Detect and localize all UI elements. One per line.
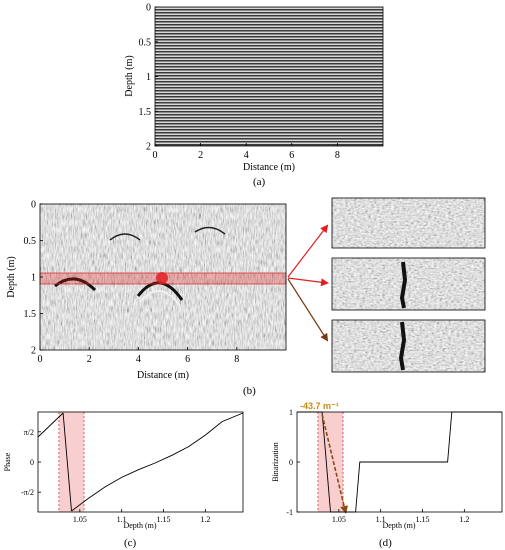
- panel-c-ylabel: Phase: [3, 452, 12, 471]
- panel-d-xticks: 1.05 1.1 1.15 1.2: [332, 509, 469, 524]
- panel-d: 1.05 1.1 1.15 1.2 10-1 -43.7 m⁻¹ Depth (m) …: [271, 401, 503, 549]
- d-xtick-label: 1.1: [376, 515, 386, 524]
- c-xtick-label: 1.2: [200, 515, 210, 524]
- a-ytick-label: 0: [146, 3, 151, 14]
- b-xtick-label: 0: [38, 354, 43, 365]
- b-ytick-label: 0: [31, 200, 36, 211]
- panel-c-yticks: π/2 0 -π/2: [21, 428, 41, 497]
- b-xtick-label: 2: [87, 354, 92, 365]
- panel-a-radargram: [155, 7, 383, 146]
- a-ytick-label: 1: [146, 72, 151, 83]
- panel-b-xlabel: Distance (m): [137, 370, 189, 381]
- d-ytick-label: -1: [286, 508, 293, 517]
- inset-image-2-feature: [399, 261, 408, 309]
- c-xtick-label: 1.15: [157, 515, 171, 524]
- c-series-line: [62, 412, 72, 512]
- inset-image-1-frame: [331, 197, 486, 249]
- d-xtick-label: 1.15: [416, 515, 430, 524]
- inset-image-3-feature: [398, 321, 407, 371]
- panel-d-ylabel: Binarization: [271, 442, 280, 482]
- panel-c-caption: (c): [124, 537, 137, 549]
- a-xtick-label: 2: [198, 150, 203, 161]
- b-ytick-label: 2: [31, 346, 36, 357]
- panel-c-highlight: [58, 412, 85, 512]
- panel-a-ylabel: Depth (m): [124, 55, 135, 96]
- a-xtick-label: 4: [244, 150, 249, 161]
- panel-d-annotation: -43.7 m⁻¹: [300, 401, 339, 411]
- panel-b-xticks: 0 2 4 6 8: [38, 347, 239, 365]
- a-ytick-label: 0.5: [139, 37, 152, 48]
- panel-d-highlight: [317, 412, 344, 512]
- d-ytick-label: 1: [289, 408, 293, 417]
- c-ytick-label: -π/2: [21, 488, 34, 497]
- panel-a-yticks: 0 0.5 1 1.5 2: [139, 3, 158, 153]
- c-xtick-label: 1.05: [73, 515, 87, 524]
- b-ytick-label: 1.5: [24, 309, 37, 320]
- c-xtick-label: 1.1: [117, 515, 127, 524]
- inset-image-2: [332, 258, 485, 310]
- inset-image-3: [332, 320, 485, 372]
- arrow-to-inset-2: [287, 277, 329, 287]
- panel-c-series: [37, 412, 244, 512]
- inset-image-1: [332, 198, 485, 248]
- panel-b-caption: (b): [243, 385, 256, 397]
- b-ytick-label: 0.5: [24, 236, 37, 247]
- panel-d-yticks: 1 0 -1: [286, 408, 300, 517]
- c-ytick-label: 0: [30, 458, 34, 467]
- panel-d-slope-line: [321, 414, 349, 514]
- b-xtick-label: 6: [185, 354, 190, 365]
- c-ytick-label: π/2: [24, 428, 34, 437]
- panel-a-xlabel: Distance (m): [243, 162, 295, 173]
- c-series-line: [71, 412, 244, 512]
- target-marker: [156, 272, 168, 284]
- d-xtick-label: 1.2: [459, 515, 469, 524]
- panel-d-xlabel: Depth (m): [382, 521, 415, 530]
- a-xtick-label: 0: [153, 150, 158, 161]
- d-xtick-label: 1.05: [332, 515, 346, 524]
- b-xtick-label: 8: [234, 354, 239, 365]
- panel-c-xlabel: Depth (m): [123, 521, 156, 530]
- panel-a-caption: (a): [253, 176, 266, 188]
- inset-image-2-frame: [331, 257, 486, 311]
- a-xtick-label: 8: [335, 150, 340, 161]
- panel-b-yticks: 0 0.5 1 1.5 2: [24, 200, 43, 357]
- b-ytick-label: 1: [31, 273, 36, 284]
- a-ytick-label: 1.5: [139, 107, 152, 118]
- panel-c: 1.05 1.1 1.15 1.2 π/20-π/2 Depth (m) Phase …: [3, 411, 244, 549]
- d-ytick-label: 0: [289, 458, 293, 467]
- panel-a-xticks: 0 2 4 6 8: [153, 143, 340, 161]
- panel-d-caption: (d): [379, 537, 392, 549]
- panel-b-ylabel: Depth (m): [6, 256, 17, 297]
- panel-c-xticks: 1.05 1.1 1.15 1.2: [73, 509, 210, 524]
- c-series-line: [37, 412, 64, 438]
- inset-image-3-frame: [331, 319, 486, 373]
- a-ytick-label: 2: [146, 142, 151, 153]
- arrow-to-inset-3: [287, 278, 329, 342]
- arrow-to-inset-1: [287, 224, 329, 278]
- b-xtick-label: 4: [136, 354, 141, 365]
- a-xtick-label: 6: [289, 150, 294, 161]
